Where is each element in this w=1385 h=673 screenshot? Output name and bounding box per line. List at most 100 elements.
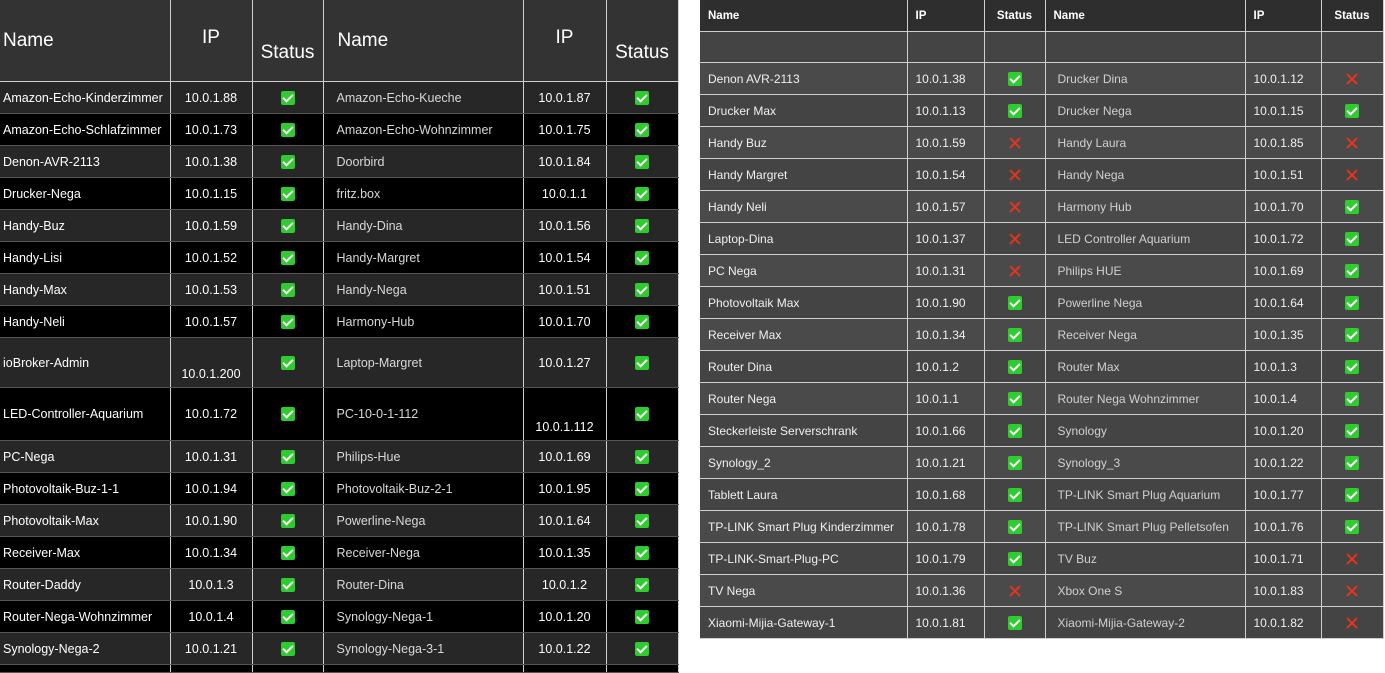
table-row: Router-Daddy 10.0.1.3 Router-Dina 10.0.1.2 [0,568,679,601]
device-name: Photovoltaik-Buz-2-1 [323,472,524,505]
table-row: PC Nega 10.0.1.31 Philips HUE 10.0.1.69 [700,254,1384,287]
checkbox-ok-icon [1345,231,1359,246]
device-name: Photovoltaik Max [700,286,908,319]
device-name: Handy Buz [700,126,908,159]
table-row: Receiver Max 10.0.1.34 Receiver Nega 10.0.1… [700,318,1384,351]
status-cell [1321,606,1384,639]
checkbox-ok-icon [635,481,649,496]
device-name: Harmony-Hub [323,305,524,338]
device-name: Handy Margret [700,158,908,191]
header-status: Status [984,0,1046,32]
status-cell [1321,94,1384,127]
table-row: Drucker-Nega 10.0.1.15 fritz.box 10.0.1.1 [0,177,679,210]
checkbox-ok-icon [1007,455,1022,470]
device-ip: 10.0.1.53 [170,273,253,306]
device-name: Receiver-Max [0,536,171,569]
table-row: LED-Controller-Aquarium 10.0.1.72 PC-10-0-… [0,387,679,441]
checkbox-ok-icon [635,282,649,297]
table-row: Handy Buz 10.0.1.59 Handy Laura 10.0.1.85 [700,126,1384,159]
status-cell [252,387,324,441]
table-row: Laptop-Dina 10.0.1.37 LED Controller Aquar… [700,222,1384,255]
status-cell [984,62,1046,95]
device-name: Drucker Dina [1045,62,1246,95]
status-cell [984,350,1046,383]
header-ip: IP [1245,0,1322,32]
status-cell [984,158,1046,191]
header-status: Status [252,0,324,82]
status-cell [606,568,679,601]
header-name: Name [0,0,171,82]
device-name: Handy-Margret [323,241,524,274]
device-name: Amazon-Echo-Kinderzimmer [0,81,171,114]
checkbox-ok-icon [635,122,649,137]
table-row: Denon-AVR-2113 10.0.1.38 Doorbird 10.0.1.84 [0,145,679,178]
device-name: PC-10-0-1-112 [323,387,524,441]
checkbox-ok-icon [280,513,295,528]
status-cell [984,286,1046,319]
device-ip: 10.0.1.87 [523,81,607,114]
device-ip: 10.0.1.4 [170,600,253,633]
header-name: Name [700,0,908,32]
device-ip: 10.0.1.64 [1245,286,1322,319]
table-row: Handy-Neli 10.0.1.57 Harmony-Hub 10.0.1.70 [0,305,679,338]
checkbox-ok-icon [280,355,295,370]
status-cell [252,568,324,601]
device-ip: 10.0.1.38 [170,145,253,178]
status-cell [606,177,679,210]
checkbox-ok-icon [1007,71,1022,86]
device-name: Handy-Neli [0,305,171,338]
blank-row [700,31,1384,63]
status-cell [1321,318,1384,351]
table-row: Photovoltaik-Buz-1-1 10.0.1.94 Photovoltai… [0,472,679,505]
device-ip: 10.0.1.83 [1245,574,1322,607]
device-ip: 10.0.1.85 [1245,126,1322,159]
status-cell [606,632,679,665]
device-name: TP-LINK-Smart-Plug-PC [700,542,908,575]
device-name: ioBroker-Admin [0,337,171,388]
checkbox-ok-icon [280,90,295,105]
right-table-header: Name IP Status Name IP Status [700,0,1384,32]
status-cell [1321,574,1384,607]
table-row: Drucker Max 10.0.1.13 Drucker Nega 10.0.1.1… [700,94,1384,127]
status-cell [984,414,1046,447]
device-ip: 10.0.1.64 [523,504,607,537]
device-name: Photovoltaik-Max [0,504,171,537]
status-cell [984,542,1046,575]
device-name: Philips HUE [1045,254,1246,287]
status-cell [1321,158,1384,191]
table-row: Amazon-Echo-Schlafzimmer 10.0.1.73 Amazon-… [0,113,679,146]
header-status: Status [1321,0,1384,32]
status-cell [252,81,324,114]
status-cell [252,209,324,242]
device-ip: 10.0.1.59 [907,126,985,159]
device-name: Handy Laura [1045,126,1246,159]
header-name: Name [1045,0,1246,32]
device-name: Synology_2 [700,446,908,479]
device-ip: 10.0.1.12 [1245,62,1322,95]
status-cell [1321,190,1384,223]
status-cell [252,536,324,569]
device-ip: 10.0.1.51 [1245,158,1322,191]
device-ip: 10.0.1.69 [1245,254,1322,287]
status-cell [606,337,679,388]
checkbox-ok-icon [635,355,649,370]
device-name: PC-Nega [0,440,171,473]
device-name: Handy-Max [0,273,171,306]
device-name: PC Nega [700,254,908,287]
device-name: Router Nega [700,382,908,415]
status-cell [252,600,324,633]
checkbox-ok-icon [280,481,295,496]
status-cell [1321,254,1384,287]
device-ip: 10.0.1.20 [523,600,607,633]
checkbox-ok-icon [1345,455,1359,470]
device-name: TV Buz [1045,542,1246,575]
status-cell [984,510,1046,543]
device-name: Router Max [1045,350,1246,383]
table-row: Steckerleiste Serverschrank 10.0.1.66 Syno… [700,414,1384,447]
checkbox-ok-icon [635,186,649,201]
table-row: Handy-Lisi 10.0.1.52 Handy-Margret 10.0.1.5… [0,241,679,274]
device-ip: 10.0.1.22 [523,632,607,665]
table-row: Receiver-Max 10.0.1.34 Receiver-Nega 10.0.1… [0,536,679,569]
table-row: Denon AVR-2113 10.0.1.38 Drucker Dina 10.0.… [700,62,1384,95]
checkbox-ok-icon [280,282,295,297]
